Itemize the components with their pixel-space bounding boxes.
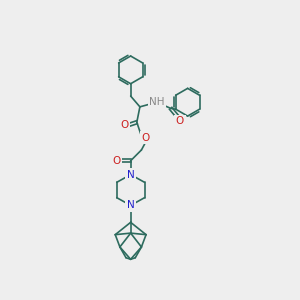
Text: O: O xyxy=(112,156,120,166)
Text: O: O xyxy=(141,133,149,142)
Text: O: O xyxy=(176,116,184,127)
Text: O: O xyxy=(120,120,129,130)
Text: NH: NH xyxy=(149,97,165,107)
Text: N: N xyxy=(127,200,134,210)
Text: N: N xyxy=(127,169,134,180)
